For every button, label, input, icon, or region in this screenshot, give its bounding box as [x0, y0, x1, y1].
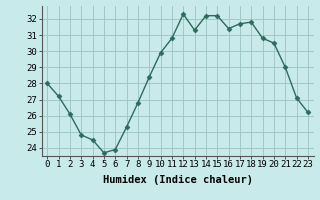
X-axis label: Humidex (Indice chaleur): Humidex (Indice chaleur): [103, 175, 252, 185]
